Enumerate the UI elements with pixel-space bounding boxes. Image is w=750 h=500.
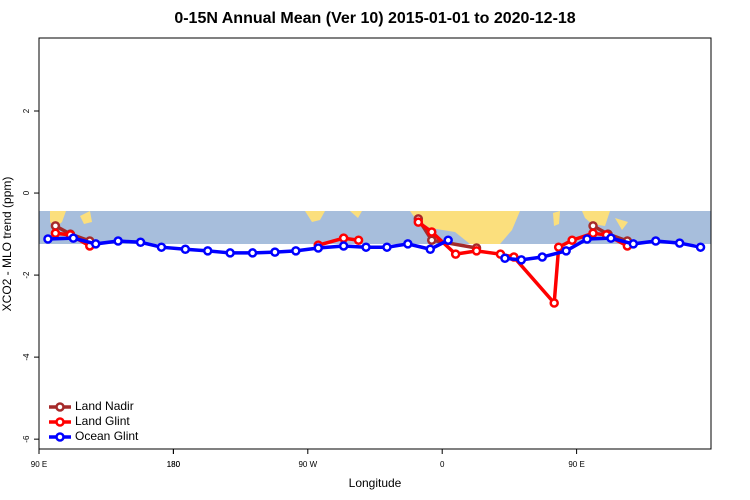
x-tick-label: 180 (167, 460, 181, 469)
point (426, 235, 437, 245)
point (90, 239, 101, 249)
point (361, 242, 371, 252)
point (338, 233, 349, 243)
point (567, 235, 577, 245)
point (353, 235, 364, 245)
legend-marker (55, 417, 65, 427)
point (549, 298, 559, 308)
legend-label: Land Glint (75, 414, 130, 428)
point (561, 246, 571, 256)
point (588, 228, 598, 238)
point (270, 247, 280, 257)
y-tick-label: 2 (22, 108, 31, 113)
land (50, 211, 628, 244)
point (588, 221, 598, 231)
point (135, 237, 146, 248)
point (582, 234, 592, 244)
point (43, 234, 53, 244)
y-tick-label: -4 (22, 353, 31, 361)
point (338, 241, 349, 251)
point (537, 252, 548, 262)
point (443, 235, 453, 245)
legend-label: Land Nadir (75, 399, 134, 413)
x-tick-label: 180 (167, 460, 181, 469)
point (695, 242, 706, 252)
chart-title: 0-15N Annual Mean (Ver 10) 2015-01-01 to… (174, 10, 575, 27)
x-tick-label: 90 E (568, 460, 584, 469)
legend-label: Ocean Glint (75, 429, 139, 443)
point (426, 227, 437, 237)
point (450, 249, 461, 259)
point (113, 236, 123, 246)
point (68, 233, 79, 243)
x-tick-label: 90 W (298, 460, 317, 469)
point (425, 244, 436, 254)
point (500, 253, 510, 264)
point (180, 244, 191, 254)
point (650, 236, 661, 246)
plot-frame (38, 37, 712, 450)
point (516, 255, 527, 265)
y-tick-label: -6 (22, 435, 31, 443)
point (382, 242, 392, 252)
point (471, 246, 482, 256)
point (50, 228, 61, 238)
point (313, 243, 324, 253)
x-tick-label: 0 (440, 460, 445, 469)
x-tick-label: 90 E (31, 460, 47, 469)
point (628, 239, 639, 249)
point (156, 242, 167, 252)
y-axis-label: XCO2 - MLO trend (ppm) (0, 177, 14, 312)
legend-marker (55, 432, 65, 442)
point (50, 221, 61, 231)
point (553, 242, 564, 252)
legend-marker (55, 402, 65, 412)
point (291, 246, 301, 256)
y-tick-label: 0 (22, 190, 31, 195)
point (606, 233, 616, 243)
point (225, 248, 235, 258)
point (202, 246, 213, 256)
y-tick-label: -2 (22, 271, 31, 279)
point (674, 238, 685, 248)
point (413, 217, 424, 227)
x-axis-label: Longitude (349, 476, 402, 490)
point (403, 239, 413, 249)
point (247, 248, 258, 258)
